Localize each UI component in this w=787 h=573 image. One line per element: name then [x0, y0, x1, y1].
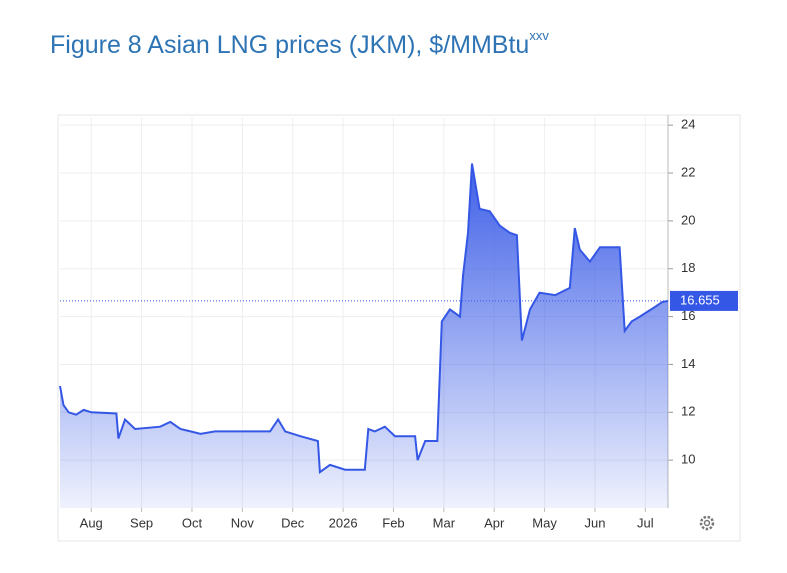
y-tick-label: 22 — [681, 164, 695, 179]
area — [60, 163, 668, 508]
x-tick-label: Apr — [484, 515, 505, 530]
title-superscript: xxv — [529, 28, 549, 43]
title-text: Figure 8 Asian LNG prices (JKM), $/MMBtu — [50, 31, 529, 59]
y-tick-label: 12 — [681, 404, 695, 419]
y-tick-label: 10 — [681, 452, 695, 467]
settings-icon[interactable] — [699, 515, 715, 531]
x-tick-label: Aug — [80, 515, 103, 530]
y-tick-label: 18 — [681, 260, 695, 275]
last-price-label: 16.655 — [680, 292, 720, 307]
x-tick-label: Sep — [130, 515, 153, 530]
x-tick-label: Oct — [182, 515, 203, 530]
chart-title: Figure 8 Asian LNG prices (JKM), $/MMBtu… — [50, 28, 549, 58]
line — [59, 163, 669, 474]
x-tick-label: Nov — [231, 515, 255, 530]
y-tick-label: 24 — [681, 117, 695, 132]
chart-frame — [57, 114, 741, 542]
x-tick-label: May — [532, 515, 557, 530]
x-tick-label: Jun — [584, 515, 605, 530]
y-tick-label: 20 — [681, 212, 695, 227]
x-tick-label: 2026 — [329, 515, 358, 530]
x-tick-label: Dec — [281, 515, 305, 530]
x-tick-label: Feb — [382, 515, 404, 530]
last-price-box — [670, 290, 738, 311]
y-tick-label: 14 — [681, 356, 695, 371]
y-tick-label: 16 — [681, 308, 695, 323]
x-tick-label: Jul — [637, 515, 654, 530]
x-tick-label: Mar — [433, 515, 456, 530]
